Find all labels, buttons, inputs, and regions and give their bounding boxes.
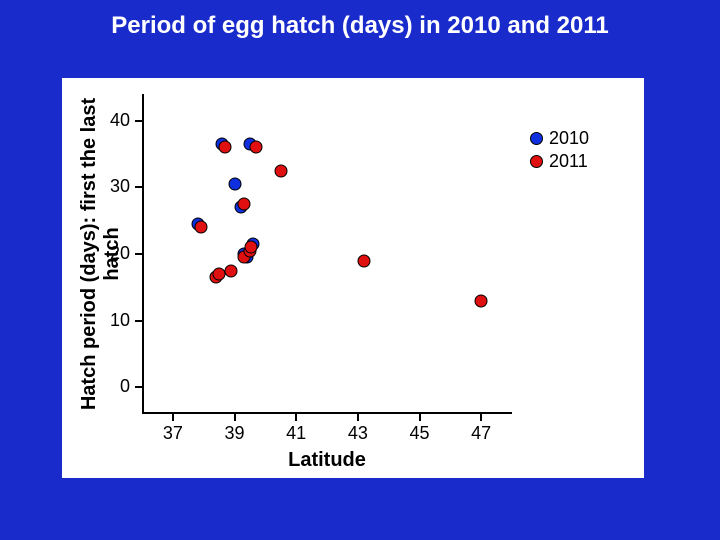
data-point — [194, 221, 207, 234]
data-point — [225, 264, 238, 277]
x-axis-title: Latitude — [142, 449, 512, 472]
x-tick-label: 45 — [400, 423, 440, 444]
x-tick — [357, 414, 359, 421]
data-point — [475, 294, 488, 307]
data-point — [274, 164, 287, 177]
legend: 20102011 — [530, 128, 589, 174]
x-tick — [172, 414, 174, 421]
y-tick-label: 0 — [90, 376, 130, 397]
y-tick — [135, 186, 142, 188]
y-tick — [135, 386, 142, 388]
plot-area — [142, 94, 512, 414]
x-tick-label: 41 — [276, 423, 316, 444]
x-tick-label: 47 — [461, 423, 501, 444]
y-tick-label: 10 — [90, 310, 130, 331]
y-axis-line — [142, 94, 144, 414]
x-tick — [419, 414, 421, 421]
x-tick-label: 43 — [338, 423, 378, 444]
legend-label: 2010 — [549, 128, 589, 149]
x-tick-label: 39 — [215, 423, 255, 444]
y-tick-label: 30 — [90, 176, 130, 197]
data-point — [245, 241, 258, 254]
x-tick — [234, 414, 236, 421]
data-point — [219, 141, 232, 154]
y-tick — [135, 120, 142, 122]
data-point — [358, 254, 371, 267]
x-tick — [295, 414, 297, 421]
y-tick — [135, 320, 142, 322]
data-point — [250, 141, 263, 154]
slide-title: Period of egg hatch (days) in 2010 and 2… — [0, 12, 720, 40]
legend-label: 2011 — [549, 151, 588, 172]
x-tick — [480, 414, 482, 421]
data-point — [213, 268, 226, 281]
data-point — [228, 178, 241, 191]
legend-marker-icon — [530, 155, 543, 168]
data-point — [237, 198, 250, 211]
y-tick-label: 40 — [90, 110, 130, 131]
y-tick-label: 20 — [90, 243, 130, 264]
chart-panel: Latitude Hatch period (days): first the … — [62, 78, 644, 478]
legend-item: 2011 — [530, 151, 589, 172]
y-tick — [135, 253, 142, 255]
x-axis-line — [142, 412, 512, 414]
x-tick-label: 37 — [153, 423, 193, 444]
legend-marker-icon — [530, 132, 543, 145]
legend-item: 2010 — [530, 128, 589, 149]
slide: Period of egg hatch (days) in 2010 and 2… — [0, 0, 720, 540]
